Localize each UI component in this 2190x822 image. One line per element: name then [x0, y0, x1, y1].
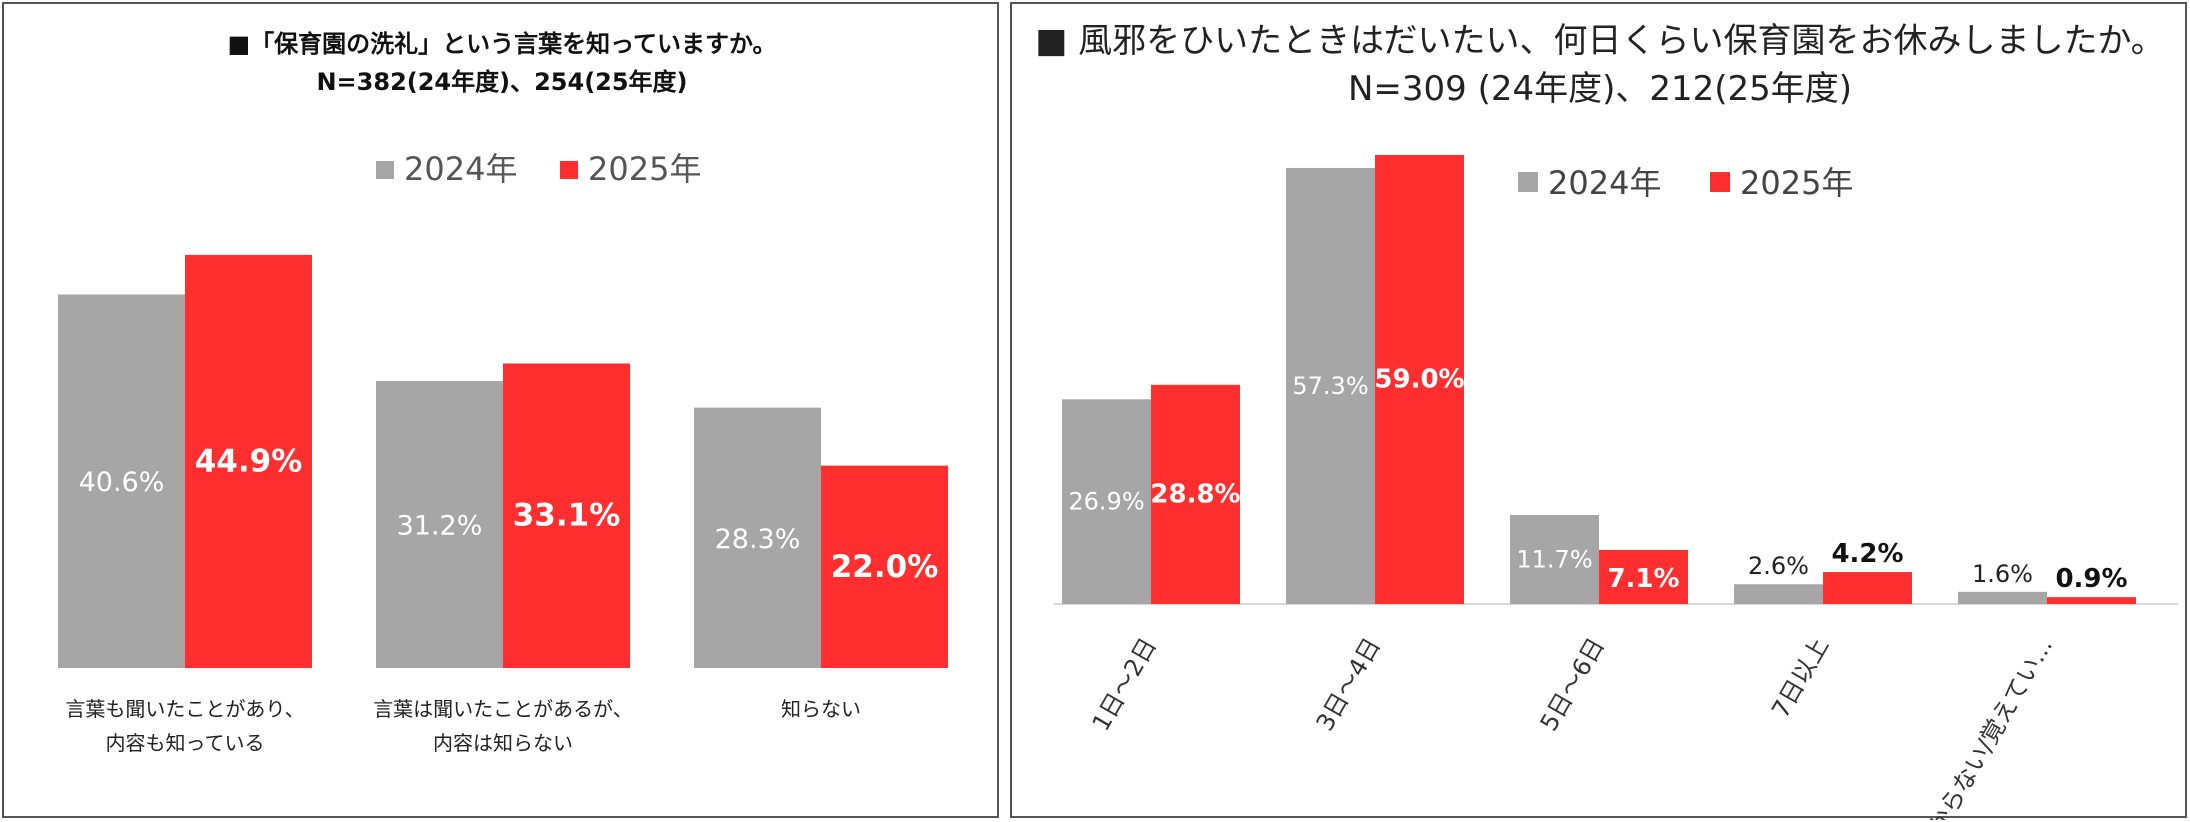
chart-panel-sick-days: ■ 風邪をひいたときはだいたい、何日くらい保育園をお休みしましたか。 N=309…	[1010, 2, 2187, 820]
category-label: 1日～2日	[1087, 633, 1163, 736]
legend-label: 2024年	[404, 150, 517, 188]
bar-2024-4	[1958, 591, 2047, 604]
category-label: 5日～6日	[1535, 633, 1611, 736]
bar-2025-1	[503, 363, 630, 668]
legend-label: 2025年	[1740, 164, 1853, 202]
category-label: 言葉も聞いたことがあり、	[65, 697, 304, 721]
data-label: 31.2%	[397, 510, 483, 541]
legend-swatch	[376, 161, 394, 179]
legend-swatch	[1710, 172, 1730, 192]
chart-subtitle: N=309 (24年度)、212(25年度)	[1348, 69, 1852, 109]
data-label: 44.9%	[195, 443, 303, 479]
bar-2025-1	[1375, 155, 1464, 604]
data-label: 11.7%	[1516, 545, 1592, 573]
data-label: 4.2%	[1831, 539, 1903, 569]
data-label: 33.1%	[513, 498, 621, 534]
chart-title: ■ 風邪をひいたときはだいたい、何日くらい保育園をお休みしましたか。	[1035, 21, 2165, 61]
category-label: 分からない/覚えてい...	[1911, 633, 2058, 820]
data-label: 28.8%	[1150, 479, 1240, 509]
category-label: 内容は知らない	[433, 731, 573, 755]
bar-2025-2	[821, 465, 948, 668]
bar-2025-4	[2047, 597, 2136, 604]
bar-2024-0	[58, 294, 185, 668]
data-label: 40.6%	[79, 467, 165, 498]
data-label: 2.6%	[1748, 552, 1809, 580]
bar-2024-1	[376, 380, 503, 668]
bar-2025-0	[1151, 384, 1240, 604]
chart-title: ■「保育園の洗礼」という言葉を知っていますか。	[228, 30, 777, 58]
chart-panel-awareness: ■「保育園の洗礼」という言葉を知っていますか。 N=382(24年度)、254(…	[2, 2, 999, 818]
bar-2025-3	[1823, 572, 1912, 604]
legend-label: 2025年	[588, 150, 701, 188]
chart-subtitle: N=382(24年度)、254(25年度)	[316, 68, 687, 96]
data-label: 0.9%	[2055, 564, 2127, 594]
data-label: 7.1%	[1607, 564, 1679, 594]
bar-2025-0	[185, 254, 312, 669]
legend-swatch	[560, 161, 578, 179]
legend-label: 2024年	[1548, 164, 1661, 202]
category-label: 7日以上	[1766, 633, 1834, 723]
data-label: 1.6%	[1972, 560, 2033, 588]
bar-2024-0	[1062, 399, 1151, 604]
awareness-chart: ■「保育園の洗礼」という言葉を知っていますか。 N=382(24年度)、254(…	[58, 30, 948, 755]
data-label: 22.0%	[831, 549, 939, 585]
sick-days-chart: ■ 風邪をひいたときはだいたい、何日くらい保育園をお休みしましたか。 N=309…	[1035, 21, 2178, 820]
data-label: 57.3%	[1292, 372, 1368, 400]
category-label: 言葉は聞いたことがあるが、	[373, 697, 633, 721]
data-label: 26.9%	[1068, 488, 1144, 516]
bar-2025-2	[1599, 549, 1688, 604]
bar-2024-2	[1510, 514, 1599, 604]
category-label: 内容も知っている	[106, 731, 265, 755]
bar-2024-2	[694, 407, 821, 668]
bar-2024-1	[1286, 167, 1375, 604]
bar-2024-3	[1734, 584, 1823, 604]
category-label: 知らない	[781, 697, 861, 721]
data-label: 28.3%	[715, 524, 801, 555]
data-label: 59.0%	[1374, 365, 1464, 395]
legend-swatch	[1518, 172, 1538, 192]
category-label: 3日～4日	[1311, 633, 1387, 736]
